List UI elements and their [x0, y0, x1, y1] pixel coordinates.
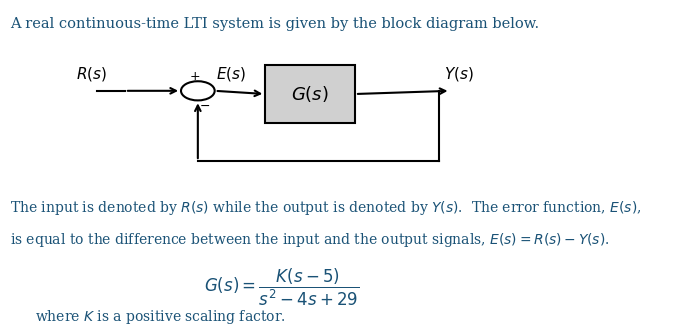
Text: $G(s)$: $G(s)$: [291, 84, 329, 104]
Text: The input is denoted by $R(s)$ while the output is denoted by $Y(s)$.  The error: The input is denoted by $R(s)$ while the…: [9, 199, 641, 217]
Text: +: +: [190, 70, 200, 83]
Text: $G(s) = \dfrac{K(s-5)}{s^2 - 4s + 29}$: $G(s) = \dfrac{K(s-5)}{s^2 - 4s + 29}$: [204, 267, 359, 308]
Circle shape: [181, 81, 215, 100]
FancyBboxPatch shape: [265, 65, 355, 123]
Text: $E(s)$: $E(s)$: [216, 65, 247, 83]
Text: $R(s)$: $R(s)$: [76, 65, 106, 83]
Text: $Y(s)$: $Y(s)$: [444, 65, 474, 83]
Text: A real continuous-time LTI system is given by the block diagram below.: A real continuous-time LTI system is giv…: [9, 17, 539, 31]
Text: −: −: [199, 100, 210, 114]
Text: is equal to the difference between the input and the output signals, $E(s) = R(s: is equal to the difference between the i…: [9, 231, 610, 249]
Text: where $K$ is a positive scaling factor.: where $K$ is a positive scaling factor.: [35, 308, 286, 326]
